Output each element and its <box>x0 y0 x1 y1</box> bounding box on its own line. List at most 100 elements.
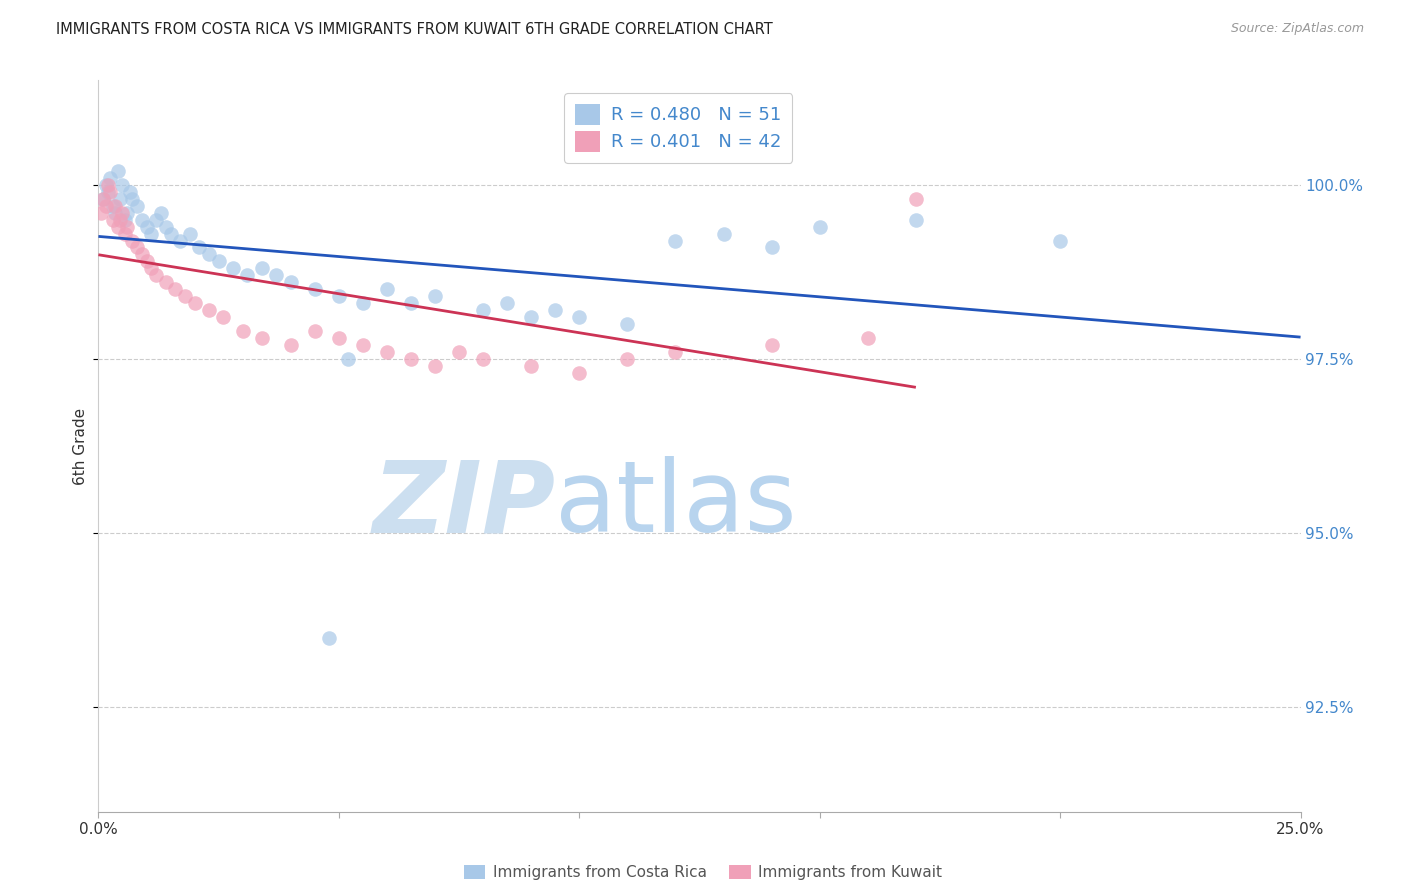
Point <box>114 212 136 227</box>
Point <box>304 324 326 338</box>
Point <box>145 212 167 227</box>
Point <box>328 331 350 345</box>
Point <box>250 331 273 345</box>
Point <box>101 199 124 213</box>
Point <box>135 219 157 234</box>
Point <box>131 247 153 261</box>
Point <box>188 240 211 254</box>
Point <box>664 234 686 248</box>
Point <box>423 289 446 303</box>
Point <box>97 178 120 192</box>
Point <box>280 338 302 352</box>
Point <box>94 178 117 192</box>
Point <box>1049 234 1071 248</box>
Point <box>91 192 114 206</box>
Point <box>183 296 205 310</box>
Point <box>117 219 139 234</box>
Point <box>141 261 163 276</box>
Point <box>104 199 127 213</box>
Point <box>107 219 129 234</box>
Point <box>423 359 446 373</box>
Point <box>808 219 831 234</box>
Point <box>232 324 254 338</box>
Point <box>520 310 543 325</box>
Point <box>141 227 163 241</box>
Text: atlas: atlas <box>555 456 797 553</box>
Point <box>125 240 148 254</box>
Point <box>352 296 374 310</box>
Point <box>328 289 350 303</box>
Point <box>266 268 288 283</box>
Point <box>568 366 591 380</box>
Point <box>222 261 245 276</box>
Point <box>94 199 117 213</box>
Point <box>108 192 131 206</box>
Point <box>159 227 181 241</box>
Point <box>125 199 148 213</box>
Point <box>198 247 221 261</box>
Point <box>179 227 201 241</box>
Point <box>100 185 122 199</box>
Point <box>117 205 139 219</box>
Point <box>111 178 134 192</box>
Point <box>616 317 638 331</box>
Point <box>208 254 231 268</box>
Point <box>198 303 221 318</box>
Point <box>544 303 567 318</box>
Point <box>472 351 495 366</box>
Point <box>337 351 360 366</box>
Point <box>90 205 112 219</box>
Point <box>135 254 157 268</box>
Point <box>107 164 129 178</box>
Point <box>318 631 340 645</box>
Point <box>399 351 422 366</box>
Point <box>121 234 143 248</box>
Point <box>169 234 191 248</box>
Point <box>236 268 259 283</box>
Point <box>108 212 131 227</box>
Point <box>145 268 167 283</box>
Point <box>399 296 422 310</box>
Point <box>520 359 543 373</box>
Point <box>155 219 177 234</box>
Point <box>904 212 927 227</box>
Point <box>111 205 134 219</box>
Point <box>155 275 177 289</box>
Point <box>352 338 374 352</box>
Point <box>375 345 398 359</box>
Text: ZIP: ZIP <box>373 456 555 553</box>
Point <box>97 185 120 199</box>
Point <box>761 338 783 352</box>
Point <box>280 275 302 289</box>
Point <box>104 205 127 219</box>
Point <box>91 192 114 206</box>
Point <box>212 310 235 325</box>
Y-axis label: 6th Grade: 6th Grade <box>73 408 87 484</box>
Point <box>149 205 172 219</box>
Point <box>447 345 470 359</box>
Point <box>375 282 398 296</box>
Point <box>250 261 273 276</box>
Point <box>761 240 783 254</box>
Point <box>304 282 326 296</box>
Point <box>904 192 927 206</box>
Point <box>165 282 187 296</box>
Point <box>131 212 153 227</box>
Point <box>118 185 141 199</box>
Point <box>174 289 197 303</box>
Point <box>568 310 591 325</box>
Point <box>121 192 143 206</box>
Point <box>472 303 495 318</box>
Legend: Immigrants from Costa Rica, Immigrants from Kuwait: Immigrants from Costa Rica, Immigrants f… <box>464 865 942 880</box>
Point <box>101 212 124 227</box>
Legend: R = 0.480   N = 51, R = 0.401   N = 42: R = 0.480 N = 51, R = 0.401 N = 42 <box>564 93 793 162</box>
Point <box>616 351 638 366</box>
Text: Source: ZipAtlas.com: Source: ZipAtlas.com <box>1230 22 1364 36</box>
Point <box>856 331 879 345</box>
Point <box>114 227 136 241</box>
Point <box>664 345 686 359</box>
Point <box>100 170 122 185</box>
Point <box>496 296 519 310</box>
Text: IMMIGRANTS FROM COSTA RICA VS IMMIGRANTS FROM KUWAIT 6TH GRADE CORRELATION CHART: IMMIGRANTS FROM COSTA RICA VS IMMIGRANTS… <box>56 22 773 37</box>
Point <box>713 227 735 241</box>
